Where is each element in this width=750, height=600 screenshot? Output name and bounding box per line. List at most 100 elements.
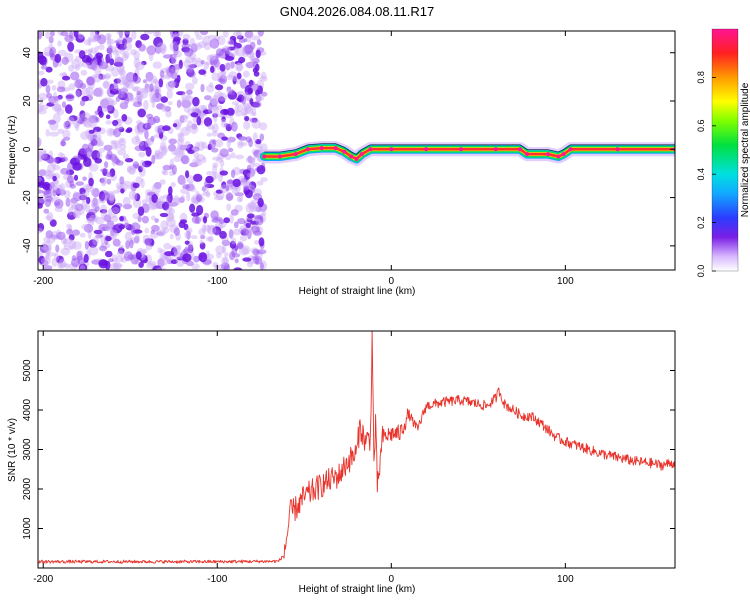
noise-blob (253, 71, 260, 77)
noise-blob (49, 131, 59, 137)
noise-blob (221, 256, 230, 267)
noise-blob (162, 164, 172, 171)
noise-blob (176, 74, 181, 83)
noise-blob (260, 91, 268, 97)
noise-blob (162, 125, 171, 131)
noise-blob (189, 162, 199, 168)
noise-blob (38, 103, 44, 113)
noise-blob (38, 197, 45, 206)
noise-blob (210, 65, 215, 73)
noise-blob (223, 108, 228, 115)
noise-blob (105, 250, 113, 258)
noise-blob (58, 152, 64, 158)
noise-blob (81, 192, 87, 203)
noise-blob (111, 206, 120, 212)
noise-blob (49, 219, 57, 227)
noise-blob (246, 31, 254, 37)
noise-blob (46, 246, 51, 257)
noise-blob (245, 97, 251, 102)
noise-blob (70, 201, 79, 210)
noise-blob (171, 54, 177, 65)
noise-blob (138, 165, 143, 173)
noise-blob (173, 245, 181, 256)
noise-blob (173, 36, 182, 42)
noise-blob (112, 189, 120, 194)
noise-blob (75, 34, 85, 43)
noise-blob (87, 36, 92, 46)
noise-blob (233, 47, 239, 56)
noise-blob (39, 104, 49, 111)
noise-blob (201, 141, 208, 149)
noise-blob (181, 43, 191, 49)
noise-blob (221, 70, 226, 79)
noise-blob (68, 83, 76, 91)
noise-blob (145, 194, 151, 203)
noise-blob (239, 234, 248, 242)
noise-blob (233, 221, 239, 229)
noise-blob (108, 98, 114, 104)
noise-blob (106, 45, 116, 54)
noise-blob (86, 76, 95, 86)
noise-blob (95, 31, 100, 35)
noise-blob (226, 203, 232, 211)
noise-blob (180, 180, 186, 186)
noise-blob (233, 267, 243, 270)
noise-blob (247, 229, 252, 240)
noise-blob (236, 196, 242, 203)
noise-blob (99, 178, 105, 183)
noise-blob (70, 197, 78, 204)
noise-blob (104, 73, 112, 79)
noise-blob (44, 170, 54, 180)
noise-blob (142, 238, 153, 245)
noise-blob (57, 49, 67, 57)
noise-blob (66, 116, 75, 125)
noise-blob (157, 258, 165, 268)
noise-blob (251, 107, 257, 115)
noise-blob (124, 231, 132, 241)
noise-blob (151, 97, 156, 109)
noise-blob (92, 197, 98, 207)
noise-blob (227, 136, 236, 143)
colorbar-tick-label: 0.4 (696, 168, 706, 181)
noise-blob (192, 96, 200, 107)
noise-blob (123, 81, 130, 90)
noise-blob (45, 230, 53, 239)
noise-blob (113, 158, 121, 165)
noise-blob (219, 159, 225, 168)
noise-blob (163, 242, 172, 250)
noise-blob (227, 147, 234, 153)
noise-blob (243, 104, 252, 114)
noise-blob (104, 161, 109, 169)
noise-blob (121, 75, 128, 85)
noise-blob (116, 250, 124, 257)
noise-blob (122, 180, 132, 187)
noise-blob (179, 115, 185, 124)
noise-blob (123, 222, 130, 229)
noise-blob (230, 209, 239, 216)
noise-blob (249, 51, 255, 62)
noise-blob (207, 34, 217, 39)
noise-blob (145, 123, 152, 130)
noise-blob (156, 42, 167, 51)
noise-blob (232, 228, 242, 236)
noise-blob (112, 119, 119, 127)
noise-blob (145, 262, 156, 269)
noise-blob (209, 98, 218, 108)
noise-blob (71, 241, 82, 250)
noise-blob (236, 31, 243, 39)
noise-blob (212, 164, 218, 175)
noise-blob (52, 175, 57, 182)
noise-blob (145, 71, 154, 82)
noise-blob (244, 106, 254, 115)
noise-blob (205, 171, 215, 176)
noise-blob (61, 56, 69, 65)
noise-blob (154, 31, 162, 39)
colorbar-frame (711, 28, 739, 272)
noise-blob (182, 253, 192, 262)
noise-blob (185, 170, 190, 179)
noise-blob (57, 261, 64, 269)
noise-blob (213, 195, 224, 201)
noise-blob (156, 267, 167, 270)
noise-blob (166, 89, 173, 99)
noise-blob (118, 224, 125, 230)
